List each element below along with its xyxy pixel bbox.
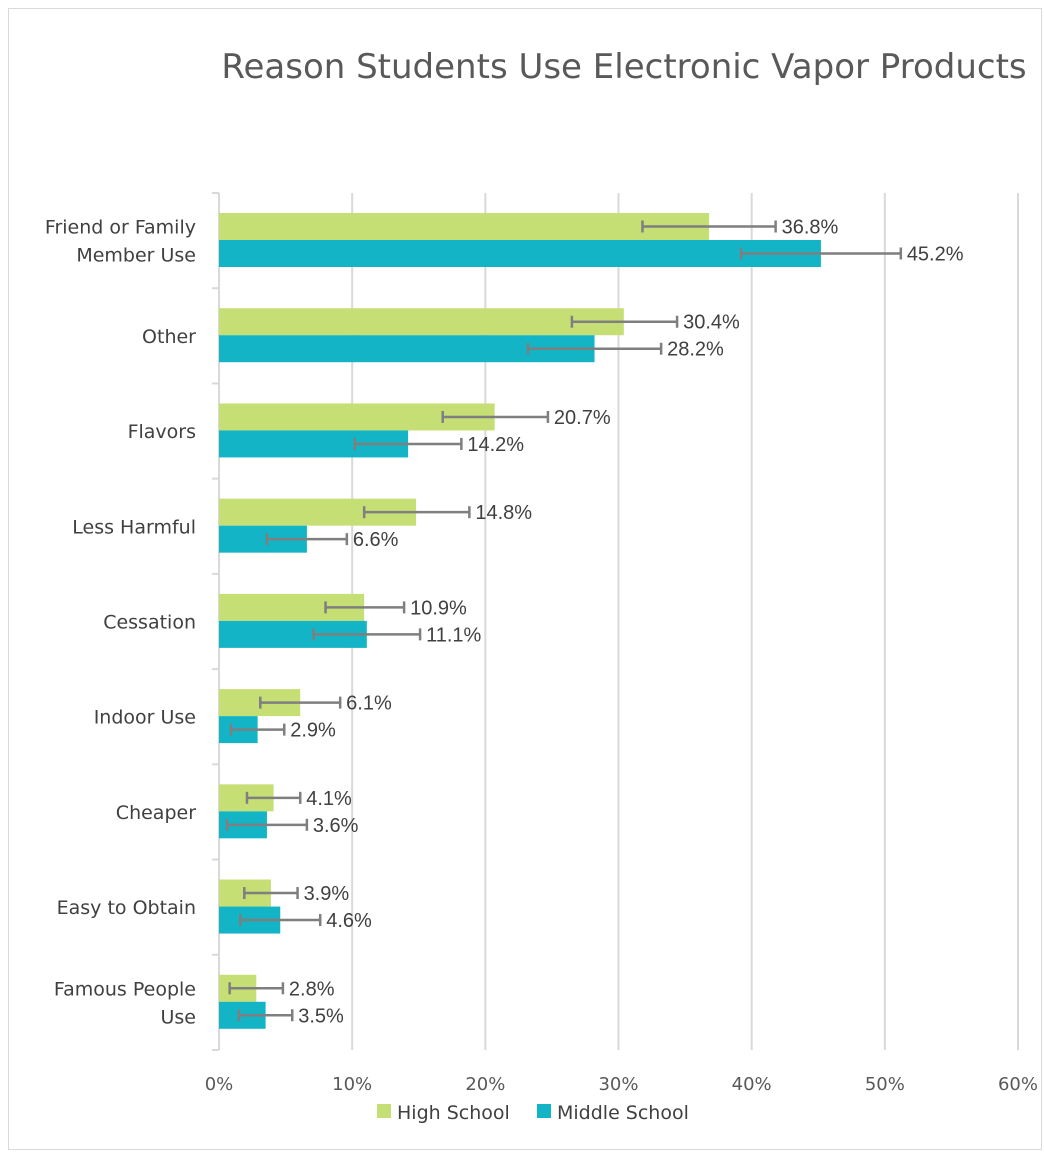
data-label: 2.8% — [289, 978, 335, 1000]
bar — [219, 240, 821, 267]
data-label: 3.6% — [313, 815, 359, 837]
data-label: 10.9% — [410, 597, 467, 619]
category-label: Member Use — [76, 245, 196, 267]
legend: High School Middle School — [377, 1102, 689, 1124]
bars — [219, 213, 821, 1029]
data-label: 3.5% — [298, 1005, 344, 1027]
data-label: 20.7% — [554, 407, 611, 429]
data-label: 30.4% — [683, 312, 740, 334]
data-labels: 36.8% 30.4% 20.7% 14.8% 10.9% 6.1% 4.1% 3.9% 2.8… — [289, 217, 964, 1028]
data-label: 6.1% — [346, 693, 392, 715]
category-label: Flavors — [128, 421, 196, 443]
data-label: 2.9% — [290, 720, 336, 742]
bar — [219, 308, 624, 336]
x-tick-label: 50% — [865, 1074, 905, 1095]
data-label: 28.2% — [667, 339, 724, 361]
category-label: Cessation — [103, 612, 196, 634]
x-tick-label: 30% — [598, 1074, 638, 1095]
category-label: Friend or Family — [45, 217, 196, 239]
data-label: 11.1% — [426, 624, 481, 646]
x-tick-label: 60% — [998, 1074, 1038, 1095]
category-label: Indoor Use — [94, 707, 196, 729]
data-label: 3.9% — [304, 883, 350, 905]
legend-swatch — [537, 1104, 551, 1118]
category-labels: Friend or Family Member Use Other Flavors Le… — [45, 217, 196, 1029]
data-label: 6.6% — [353, 529, 399, 551]
data-label: 14.8% — [475, 502, 532, 524]
data-label: 4.6% — [326, 910, 372, 932]
legend-label: High School — [397, 1102, 510, 1124]
legend-label: Middle School — [557, 1102, 689, 1124]
chart-title: Reason Students Use Electronic Vapor Pro… — [221, 47, 1026, 87]
category-label: Other — [142, 326, 196, 348]
category-label: Easy to Obtain — [57, 897, 196, 919]
x-axis-ticks: 0% 10% 20% 30% 40% 50% 60% — [205, 1074, 1038, 1095]
data-label: 45.2% — [907, 244, 964, 266]
chart-frame — [8, 8, 1042, 1150]
category-label: Famous People — [54, 978, 196, 1000]
x-tick-label: 40% — [732, 1074, 772, 1095]
legend-swatch — [377, 1104, 391, 1118]
data-label: 4.1% — [306, 788, 352, 810]
data-label: 14.2% — [467, 434, 524, 456]
error-bars — [225, 220, 903, 1022]
category-label: Cheaper — [116, 802, 196, 824]
x-tick-label: 0% — [205, 1074, 234, 1095]
data-label: 36.8% — [782, 217, 839, 239]
category-label: Use — [161, 1006, 197, 1028]
x-tick-label: 20% — [465, 1074, 505, 1095]
bar — [219, 213, 710, 240]
x-tick-label: 10% — [332, 1074, 372, 1095]
category-label: Less Harmful — [72, 516, 196, 538]
